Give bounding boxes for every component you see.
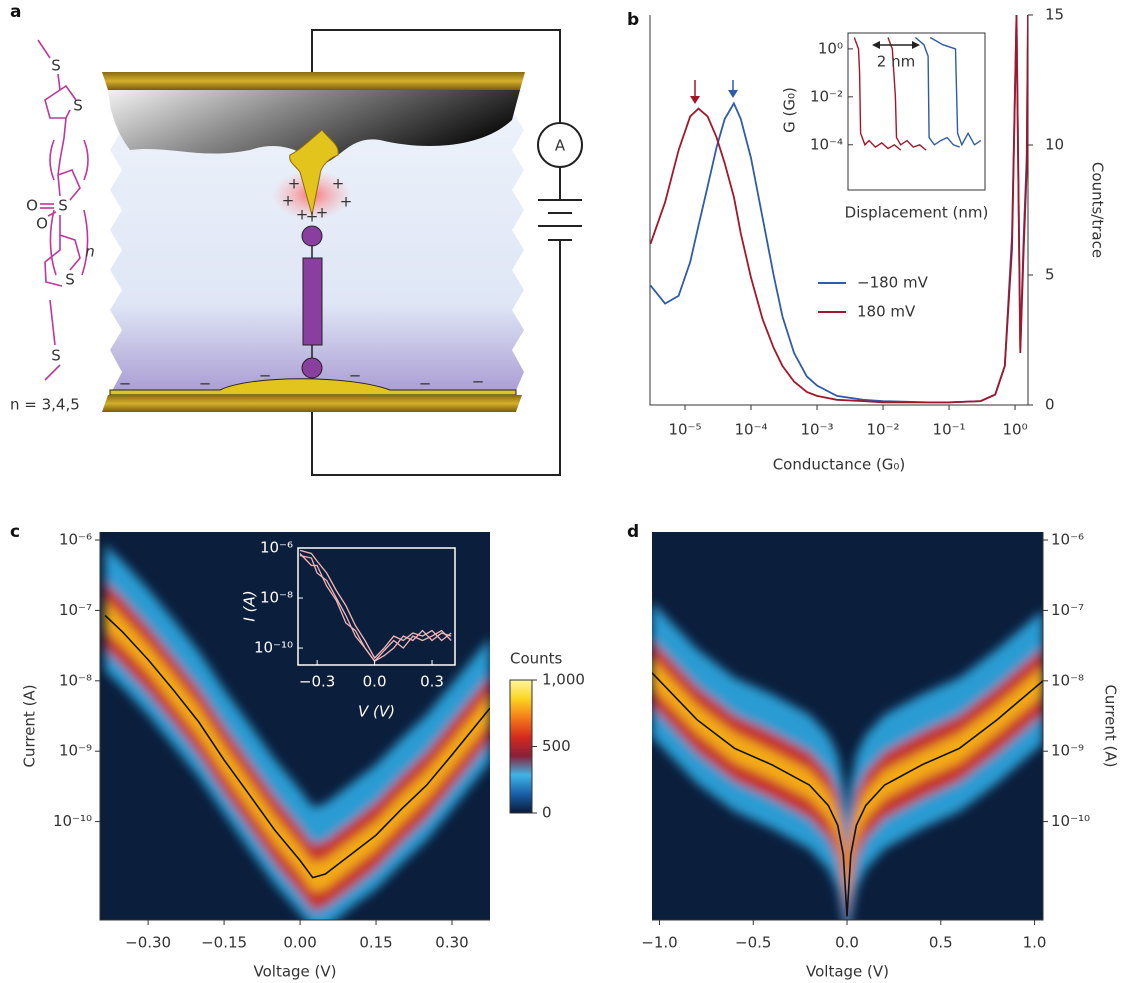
- inset-x-tick-label: 0.3: [420, 673, 444, 691]
- x-tick-label: 1.0: [1023, 934, 1047, 952]
- y-tick-label: 0: [1045, 396, 1055, 414]
- inset-x-tick-label: 0.0: [363, 673, 387, 691]
- y-axis-title: Current (A): [1102, 684, 1120, 767]
- plus-charge: +: [332, 175, 345, 193]
- y-tick-label: 10⁻⁹: [1051, 742, 1084, 760]
- y-tick-label: 10⁻⁶: [59, 531, 92, 549]
- x-tick-label: 10⁻²: [867, 421, 900, 439]
- minus-charge: −: [419, 375, 432, 393]
- inset-y-tick-label: 10⁰: [818, 39, 843, 57]
- y-tick-label: 10⁻⁶: [1051, 531, 1084, 549]
- y-tick-label: 10⁻⁸: [1051, 671, 1084, 689]
- x-axis-title: Conductance (G₀): [773, 456, 906, 474]
- molecule-anchor: [302, 226, 322, 246]
- x-tick-label: 10⁻⁴: [734, 421, 767, 439]
- page: a A + + + + + + + − − − −: [0, 0, 1122, 983]
- colorbar: [510, 680, 532, 813]
- panel-label: c: [10, 522, 20, 542]
- y-axis-title: Counts/trace: [1089, 162, 1107, 258]
- minus-charge: −: [119, 375, 132, 393]
- minus-charge: −: [199, 375, 212, 393]
- figure: a A + + + + + + + − − − −: [0, 0, 1122, 983]
- x-tick-label: 0.30: [435, 934, 468, 952]
- y-tick-label: 10⁻⁷: [1051, 601, 1084, 619]
- panel-label: a: [10, 2, 21, 22]
- atom-label: n: [85, 243, 95, 261]
- x-tick-label: 0.00: [283, 934, 316, 952]
- colorbar-tick-label: 0: [542, 804, 552, 822]
- molecule-anchor: [302, 358, 322, 378]
- inset-frame: [298, 548, 455, 665]
- x-tick-label: 10⁰: [1003, 421, 1028, 439]
- y-tick-label: 5: [1045, 266, 1055, 284]
- schematic: a A + + + + + + + − − − −: [10, 2, 582, 475]
- atom-label: O: [26, 197, 38, 215]
- top-electrode: [102, 72, 525, 90]
- x-tick-label: 10⁻³: [801, 421, 834, 439]
- inset-y-tick-label: 10⁻²: [810, 87, 843, 105]
- repeat-label: n = 3,4,5: [10, 396, 80, 414]
- inset-x-tick-label: −0.3: [299, 673, 335, 691]
- inset-annotation: 2 nm: [877, 53, 915, 71]
- inset-x-title: Displacement (nm): [845, 204, 989, 222]
- atom-label: O: [36, 215, 48, 233]
- plus-charge: +: [288, 175, 301, 193]
- minus-charge: −: [472, 373, 485, 391]
- y-tick-label: 10: [1045, 136, 1064, 154]
- atom-label: S: [58, 197, 68, 215]
- y-tick-label: 15: [1045, 6, 1064, 24]
- inset-y-title: G (G₀): [781, 87, 799, 133]
- x-tick-label: 0.5: [929, 934, 953, 952]
- molecule-body: [303, 258, 322, 345]
- colorbar-title: Counts: [510, 650, 563, 668]
- ammeter-label: A: [555, 137, 566, 155]
- inset-y-tick-label: 10⁻⁴: [810, 135, 843, 153]
- x-tick-label: 0.15: [359, 934, 392, 952]
- y-tick-label: 10⁻⁷: [59, 601, 92, 619]
- x-axis-title: Voltage (V): [254, 963, 337, 981]
- x-axis-title: Voltage (V): [806, 963, 889, 981]
- inset-y-title: I (A): [241, 590, 259, 621]
- colorbar-tick-label: 500: [542, 737, 571, 755]
- plus-charge: +: [282, 192, 295, 210]
- y-tick-label: 10⁻¹⁰: [1051, 812, 1090, 830]
- x-tick-label: −0.15: [201, 934, 247, 952]
- peak-arrow-head: [690, 96, 700, 104]
- legend-label: 180 mV: [857, 303, 916, 321]
- inset-y-tick-label: 10⁻⁶: [260, 539, 293, 557]
- atom-label: S: [65, 271, 75, 289]
- atom-label: S: [73, 97, 83, 115]
- minus-charge: −: [259, 367, 272, 385]
- x-tick-label: 10⁻⁵: [668, 421, 701, 439]
- plus-charge: +: [340, 193, 353, 211]
- battery: [538, 200, 582, 240]
- plus-charge: +: [316, 204, 329, 222]
- colorbar-tick-label: 1,000: [542, 671, 585, 689]
- legend-label: −180 mV: [857, 274, 929, 292]
- x-tick-label: 10⁻¹: [933, 421, 966, 439]
- inset-y-tick-label: 10⁻¹⁰: [254, 639, 293, 657]
- y-axis-title: Current (A): [21, 684, 39, 767]
- y-tick-label: 10⁻⁸: [59, 671, 92, 689]
- x-tick-label: 0.0: [835, 934, 859, 952]
- y-tick-label: 10⁻¹⁰: [53, 812, 92, 830]
- panel-label: b: [627, 10, 639, 30]
- peak-arrow-head: [728, 90, 738, 98]
- x-tick-label: −0.30: [125, 934, 171, 952]
- inset-x-title: V (V): [358, 703, 395, 721]
- x-tick-label: −0.5: [735, 934, 771, 952]
- x-tick-label: −1.0: [641, 934, 677, 952]
- y-tick-label: 10⁻⁹: [59, 742, 92, 760]
- atom-label: S: [51, 57, 61, 75]
- atom-label: S: [51, 347, 61, 365]
- minus-charge: −: [349, 367, 362, 385]
- inset-frame: [848, 33, 985, 190]
- inset-y-tick-label: 10⁻⁸: [260, 589, 293, 607]
- bottom-electrode: [102, 395, 522, 412]
- panel-label: d: [627, 522, 639, 542]
